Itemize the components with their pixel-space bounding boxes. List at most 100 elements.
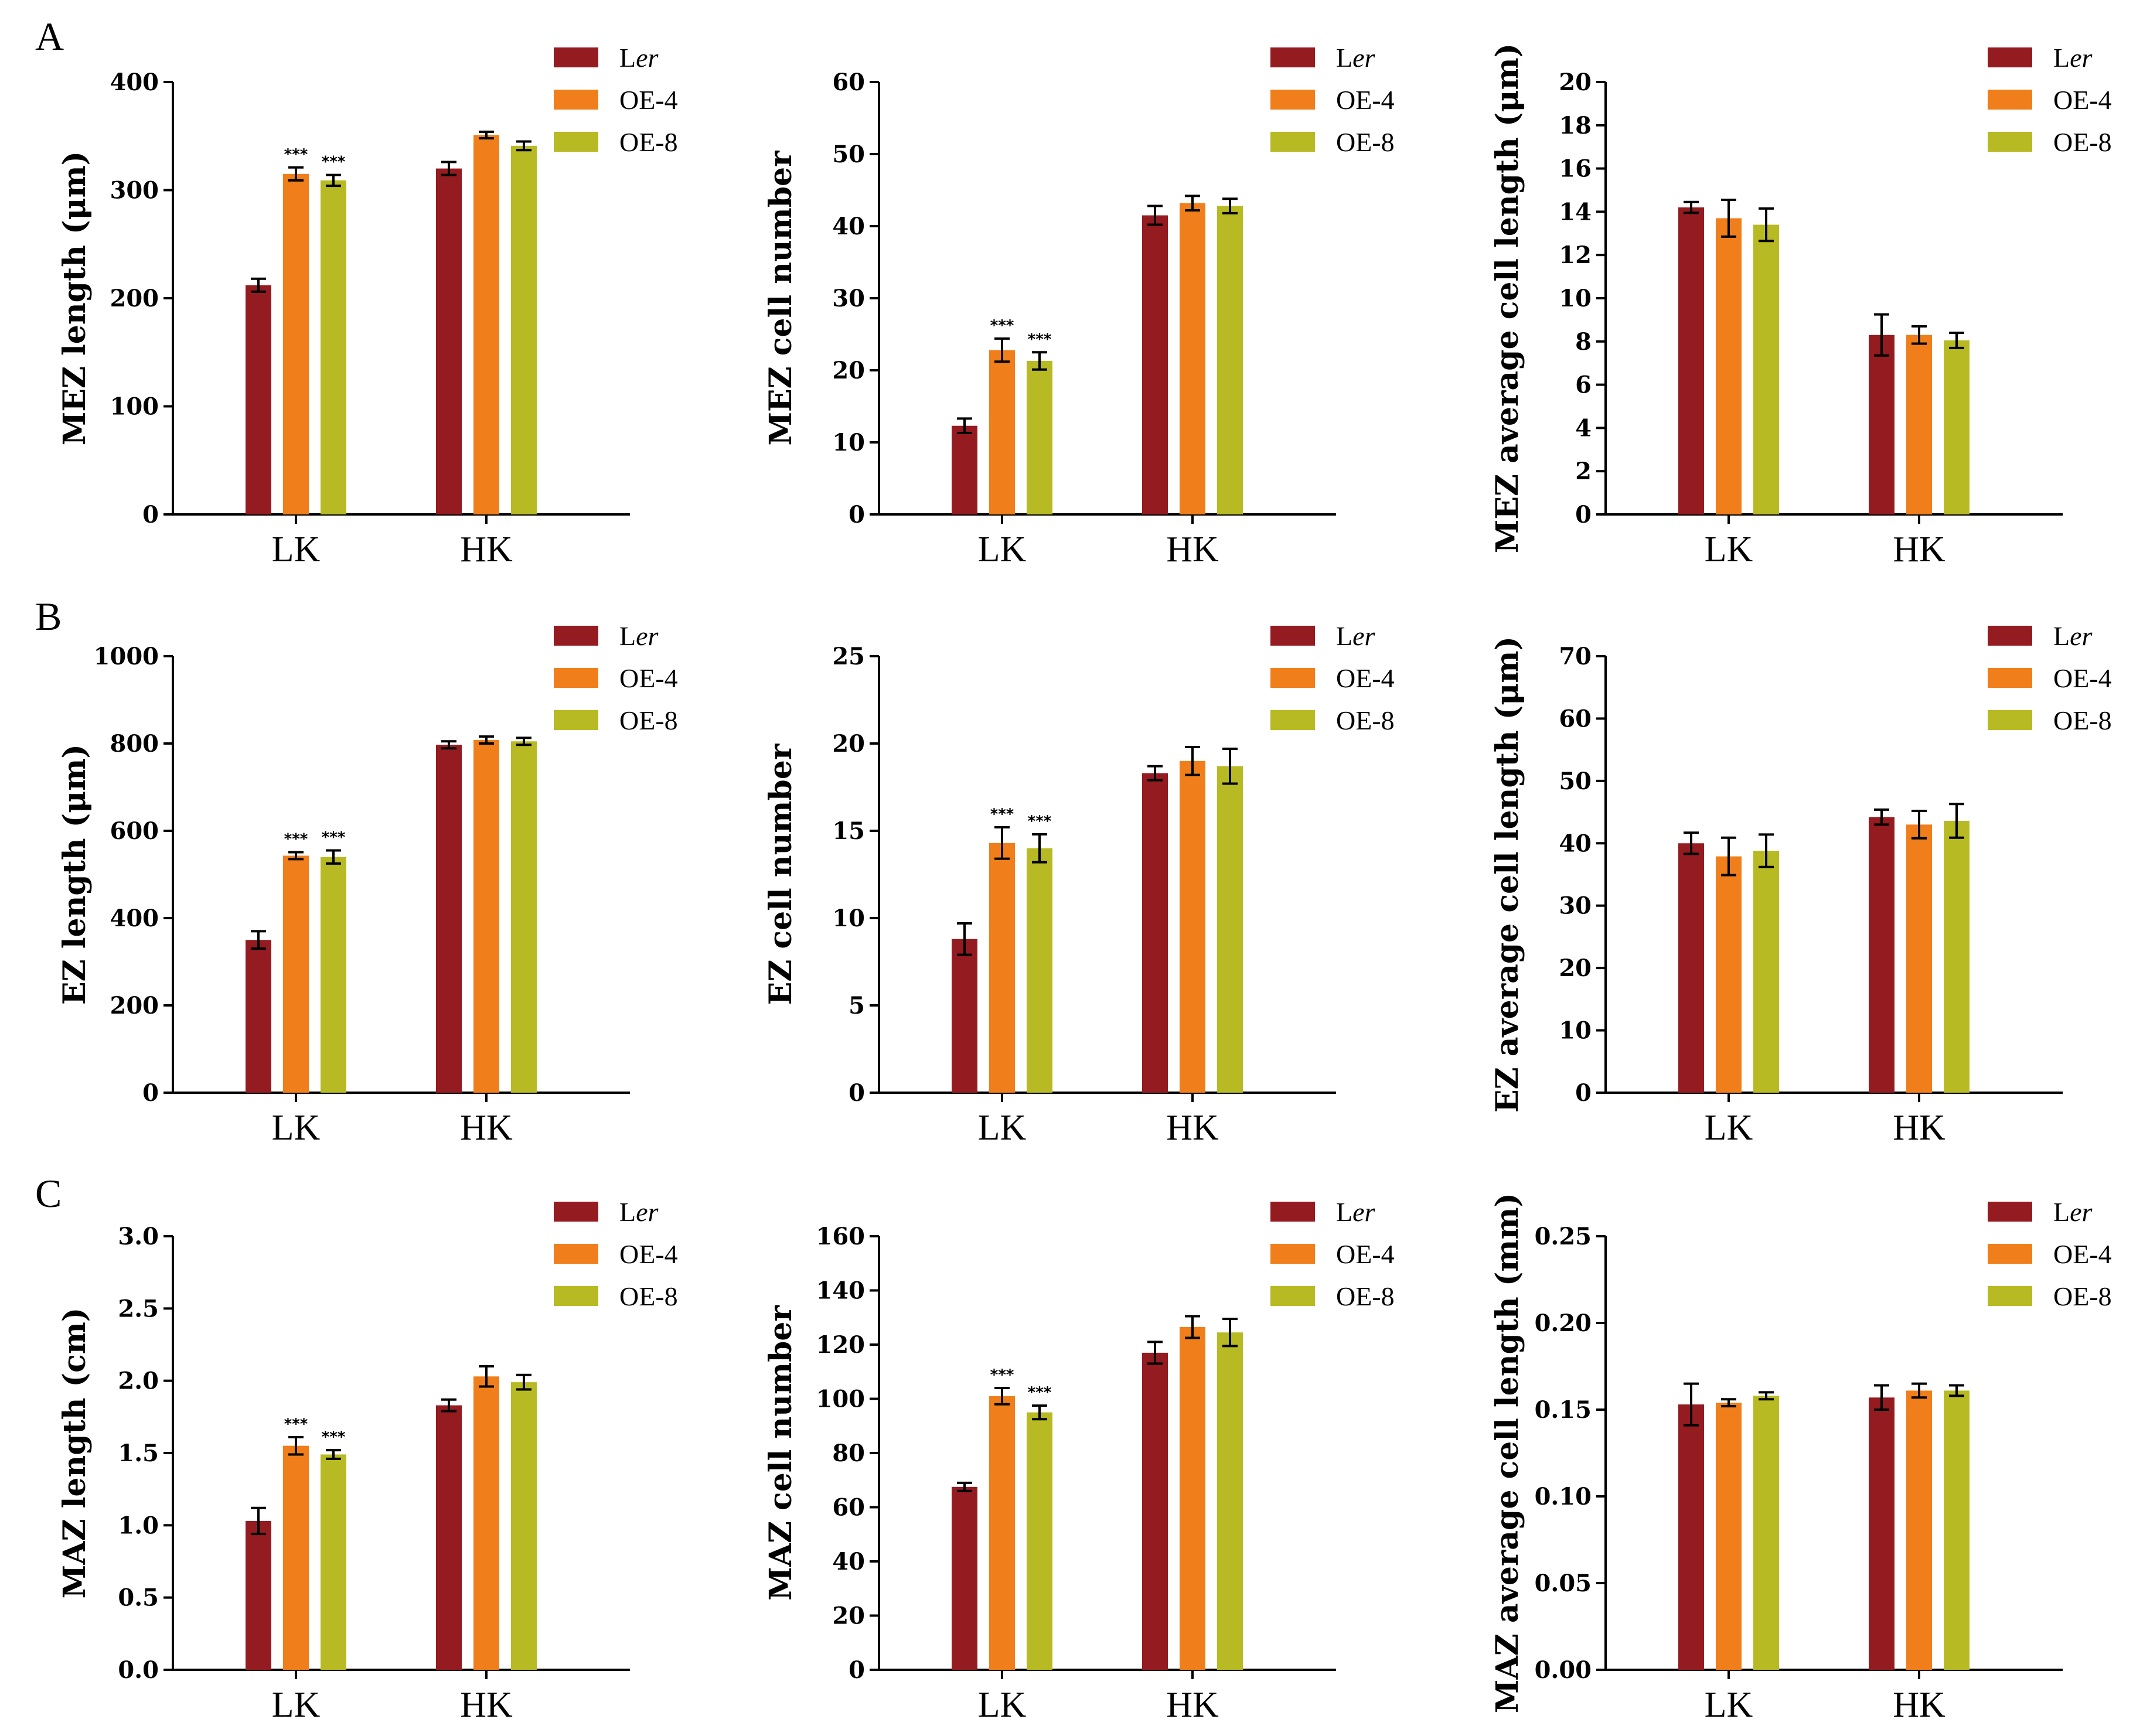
legend-label-oe-8: OE-8 (1336, 127, 1395, 157)
legend-swatch-ler (554, 1202, 598, 1222)
y-axis-label: MAZ average cell length (mm) (1490, 1193, 1525, 1713)
y-tick-label: 0.05 (1535, 1570, 1592, 1597)
bar-ler-hk (1869, 817, 1895, 1093)
y-tick-label: 0.15 (1535, 1396, 1592, 1424)
y-tick-label: 8 (1575, 328, 1592, 356)
significance-mark: *** (284, 831, 308, 848)
legend-swatch-ler (1988, 626, 2032, 646)
panel-label-a: A (35, 14, 64, 59)
y-tick-label: 6 (1575, 371, 1592, 399)
legend-label-oe-4: OE-4 (2053, 85, 2112, 115)
bar-oe-4-lk (283, 855, 309, 1093)
legend-label-oe-4: OE-4 (1336, 663, 1395, 693)
bar-ler-hk (1142, 215, 1168, 514)
significance-mark: *** (284, 1416, 308, 1433)
bar-oe-8-lk (1027, 1412, 1052, 1670)
legend-label-text: OE-8 (619, 1281, 678, 1311)
bar-oe-4-hk (1180, 203, 1205, 514)
y-tick-label: 0.10 (1535, 1483, 1592, 1510)
legend-label-oe-8: OE-8 (1336, 1281, 1395, 1311)
bar-oe-8-hk (511, 1382, 537, 1670)
bar-oe-4-hk (473, 135, 499, 514)
legend-label-ler: Ler (619, 1197, 659, 1227)
legend-swatch-oe-4 (1988, 1244, 2032, 1264)
legend-swatch-ler (554, 47, 598, 67)
x-category-label: HK (1893, 530, 1945, 569)
bar-oe-8-hk (1944, 1390, 1970, 1670)
legend-label-oe-8: OE-8 (1336, 705, 1395, 735)
legend-label-italic: er (636, 43, 659, 73)
legend-label-oe-4: OE-4 (2053, 1239, 2112, 1269)
x-category-label: HK (460, 1108, 513, 1148)
bar-oe-8-hk (1217, 766, 1243, 1093)
bar-ler-hk (1142, 1352, 1168, 1670)
y-tick-label: 5 (849, 992, 865, 1019)
legend-label-text: OE-4 (619, 663, 678, 693)
legend-label-italic: er (636, 621, 659, 651)
y-tick-label: 50 (1559, 768, 1592, 795)
legend-label-ler: Ler (1336, 621, 1376, 651)
y-tick-label: 100 (110, 393, 159, 421)
y-tick-label: 200 (110, 285, 159, 312)
chart-1: 0 10 20 30 40 50 60 MEZ cell number LK HK *** *** Le… (763, 43, 1395, 569)
x-category-label: HK (460, 530, 513, 569)
bar-ler-lk (246, 285, 271, 514)
y-tick-label: 70 (1559, 643, 1592, 670)
y-tick-label: 2.5 (118, 1295, 159, 1322)
legend-label-text: OE-8 (2053, 127, 2112, 157)
y-axis-label: MEZ length (μm) (57, 151, 93, 445)
legend-label-oe-4: OE-4 (619, 85, 678, 115)
bar-ler-hk (1869, 1397, 1895, 1670)
y-tick-label: 0.20 (1535, 1309, 1592, 1337)
legend-label-oe-4: OE-4 (619, 1239, 678, 1269)
y-tick-label: 120 (816, 1331, 866, 1359)
bar-ler-lk (1678, 1404, 1704, 1670)
legend-label-ler: Ler (619, 43, 659, 73)
y-tick-label: 20 (1559, 954, 1592, 982)
legend-label-text: L (619, 1197, 636, 1227)
y-tick-label: 60 (832, 69, 865, 96)
y-tick-label: 300 (110, 177, 159, 204)
legend-label-oe-4: OE-4 (2053, 663, 2112, 693)
bar-ler-lk (952, 425, 977, 514)
legend-label-text: L (2053, 621, 2070, 651)
y-tick-label: 2.0 (118, 1367, 159, 1395)
x-category-label: HK (1166, 530, 1219, 569)
legend-label-italic: er (636, 1197, 659, 1227)
y-tick-label: 0 (849, 1079, 865, 1107)
bar-ler-hk (436, 745, 462, 1093)
y-tick-label: 60 (832, 1494, 865, 1522)
bar-ler-lk (246, 1520, 271, 1670)
chart-7: 0 20 40 60 80 100 120 140 160 MAZ cell number LK HK… (763, 1197, 1395, 1725)
y-tick-label: 0 (849, 1656, 865, 1684)
y-tick-label: 0.00 (1535, 1656, 1592, 1684)
legend-swatch-oe-8 (554, 1286, 598, 1306)
y-tick-label: 0 (1575, 501, 1592, 528)
legend-label-ler: Ler (2053, 621, 2093, 651)
legend-label-text: OE-8 (1336, 1281, 1395, 1311)
bar-oe-8-lk (1753, 851, 1779, 1093)
legend-swatch-oe-4 (1988, 668, 2032, 688)
y-tick-label: 0.0 (118, 1656, 159, 1684)
bar-oe-8-hk (1217, 206, 1243, 514)
y-tick-label: 400 (110, 69, 159, 96)
significance-mark: *** (322, 829, 346, 847)
bar-ler-lk (952, 1486, 977, 1670)
bar-oe-4-hk (1180, 1326, 1205, 1670)
bar-oe-4-lk (989, 350, 1015, 514)
legend-label-text: OE-4 (2053, 85, 2112, 115)
y-tick-label: 600 (110, 817, 159, 845)
legend-label-text: L (1336, 621, 1352, 651)
bar-oe-8-lk (321, 180, 346, 514)
legend-swatch-ler (1988, 47, 2032, 67)
bar-oe-4-hk (1906, 824, 1932, 1093)
bar-oe-4-hk (1180, 760, 1205, 1093)
legend-label-ler: Ler (2053, 1197, 2093, 1227)
legend-label-ler: Ler (1336, 1197, 1376, 1227)
significance-mark: *** (284, 146, 308, 163)
legend-label-text: L (1336, 43, 1352, 73)
y-axis-label: MAZ cell number (763, 1305, 799, 1601)
legend-label-oe-4: OE-4 (619, 663, 678, 693)
bar-oe-4-hk (1906, 335, 1932, 514)
y-tick-label: 30 (1559, 892, 1592, 920)
